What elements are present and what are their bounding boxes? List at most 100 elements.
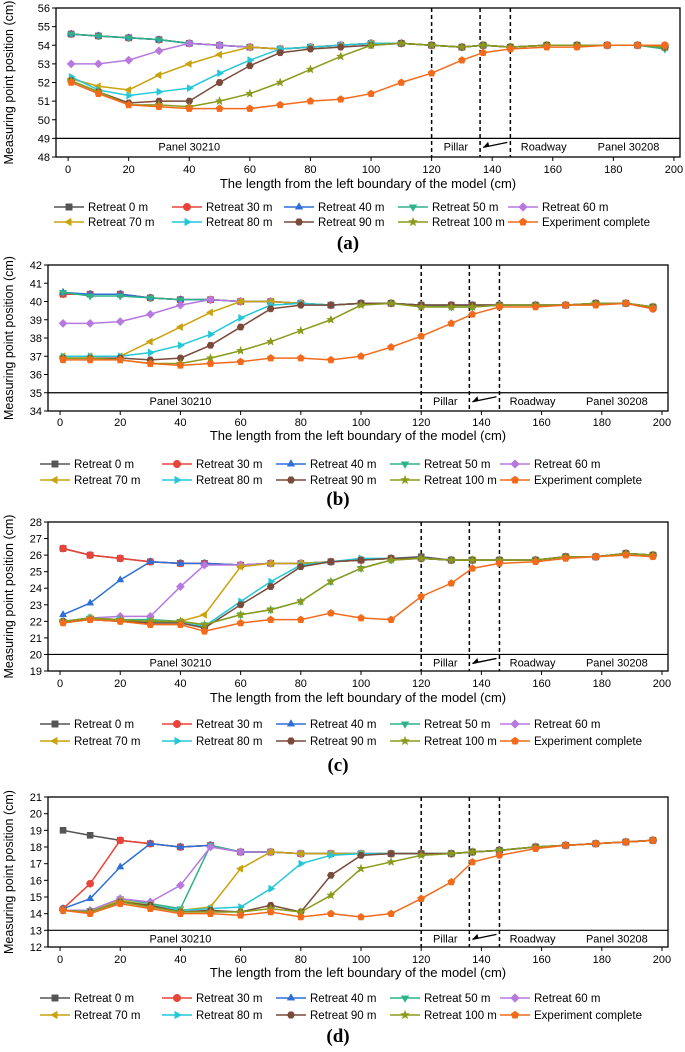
data-point — [327, 355, 335, 364]
data-point — [156, 87, 164, 96]
legend-label: Retreat 50 m — [424, 719, 490, 731]
data-point — [175, 323, 183, 332]
subfigure-label: (a) — [337, 233, 359, 254]
data-point — [467, 846, 478, 857]
data-point — [356, 863, 366, 873]
data-point — [235, 345, 246, 355]
data-point — [93, 59, 103, 69]
y-tick-label: 41 — [30, 278, 42, 290]
data-point — [327, 871, 335, 879]
data-point — [306, 45, 315, 53]
legend-item-r60: Retreat 60 m — [500, 459, 600, 471]
roadway-arrow-head — [483, 141, 490, 148]
data-point — [155, 102, 163, 111]
legend-swatch-marker — [50, 1010, 58, 1020]
data-point — [116, 862, 125, 870]
data-point — [206, 341, 215, 349]
x-tick-label: 60 — [244, 164, 256, 176]
data-point — [621, 299, 630, 307]
legend-swatch-marker — [65, 203, 73, 211]
legend-swatch-marker — [518, 217, 528, 226]
data-point — [649, 304, 657, 313]
legend-swatch-marker — [510, 993, 520, 1003]
legend-label: Retreat 80 m — [196, 736, 262, 748]
data-point — [266, 353, 275, 362]
legend-item-r50: Retreat 50 m — [390, 993, 490, 1005]
panel-30208-label: Panel 30208 — [598, 141, 660, 153]
data-point — [336, 95, 345, 103]
data-point — [467, 555, 478, 565]
x-tick-label: 200 — [653, 417, 671, 429]
data-point — [126, 91, 134, 100]
legend-swatch-marker — [172, 459, 182, 469]
y-tick-label: 16 — [30, 875, 42, 887]
legend-swatch-marker — [51, 720, 59, 728]
legend-swatch-marker — [64, 217, 72, 227]
data-point — [296, 301, 305, 309]
data-point — [206, 909, 215, 917]
data-point — [417, 332, 426, 340]
y-tick-label: 40 — [30, 297, 42, 309]
data-point — [296, 912, 305, 921]
y-tick-label: 27 — [30, 534, 42, 546]
series-exp — [59, 551, 657, 635]
data-point — [116, 575, 125, 583]
x-tick-label: 40 — [174, 417, 186, 429]
data-point — [396, 38, 407, 48]
data-point — [335, 51, 346, 61]
x-tick-label: 160 — [544, 164, 562, 176]
data-point — [217, 69, 225, 78]
data-point — [457, 42, 467, 52]
legend-item-r90: Retreat 90 m — [276, 736, 376, 748]
data-point — [327, 608, 335, 617]
data-point — [184, 38, 194, 48]
data-point — [458, 56, 466, 64]
data-point — [86, 894, 95, 901]
legend-item-exp: Experiment complete — [500, 736, 642, 748]
data-point — [467, 301, 478, 312]
y-tick-label: 14 — [30, 909, 42, 921]
legend-item-exp: Experiment complete — [500, 475, 642, 487]
x-tick-label: 120 — [412, 417, 430, 429]
data-point — [531, 302, 540, 311]
data-point — [298, 859, 306, 868]
data-point — [59, 906, 67, 914]
legend-label: Retreat 80 m — [196, 1010, 262, 1022]
data-point — [328, 851, 336, 860]
data-point — [478, 40, 488, 50]
data-point — [145, 337, 153, 346]
data-point — [214, 50, 222, 59]
data-point — [591, 301, 600, 309]
legend-label: Retreat 40 m — [310, 993, 376, 1005]
x-tick-label: 160 — [532, 417, 550, 429]
legend-label: Retreat 60 m — [534, 459, 600, 471]
data-point — [305, 64, 316, 74]
data-point — [245, 104, 254, 112]
y-axis-label: Measuring point position (cm) — [2, 256, 16, 420]
panel-30210-label: Panel 30210 — [150, 933, 212, 945]
data-point — [326, 576, 336, 586]
legend-label: Retreat 50 m — [432, 202, 498, 214]
legend-label: Retreat 70 m — [74, 475, 140, 487]
y-tick-label: 26 — [30, 550, 42, 562]
data-point — [561, 554, 570, 562]
data-point — [357, 851, 365, 859]
legend-item-r0: Retreat 0 m — [40, 459, 134, 471]
legend-label: Retreat 100 m — [424, 1010, 497, 1022]
pillar-label: Pillar — [433, 933, 458, 945]
y-tick-label: 50 — [38, 115, 50, 127]
data-point — [531, 844, 540, 852]
data-point — [146, 904, 155, 912]
data-point — [561, 841, 570, 849]
legend-item-r30: Retreat 30 m — [162, 459, 262, 471]
data-point — [154, 71, 162, 80]
data-point — [235, 609, 246, 619]
data-point — [176, 909, 185, 917]
roadway-label: Roadway — [521, 141, 567, 153]
plot-frame — [47, 521, 669, 672]
legend-label: Retreat 90 m — [310, 475, 376, 487]
data-point — [296, 596, 306, 606]
data-point — [387, 615, 395, 623]
y-tick-label: 21 — [30, 792, 42, 804]
legend-item-r30: Retreat 30 m — [172, 202, 272, 214]
